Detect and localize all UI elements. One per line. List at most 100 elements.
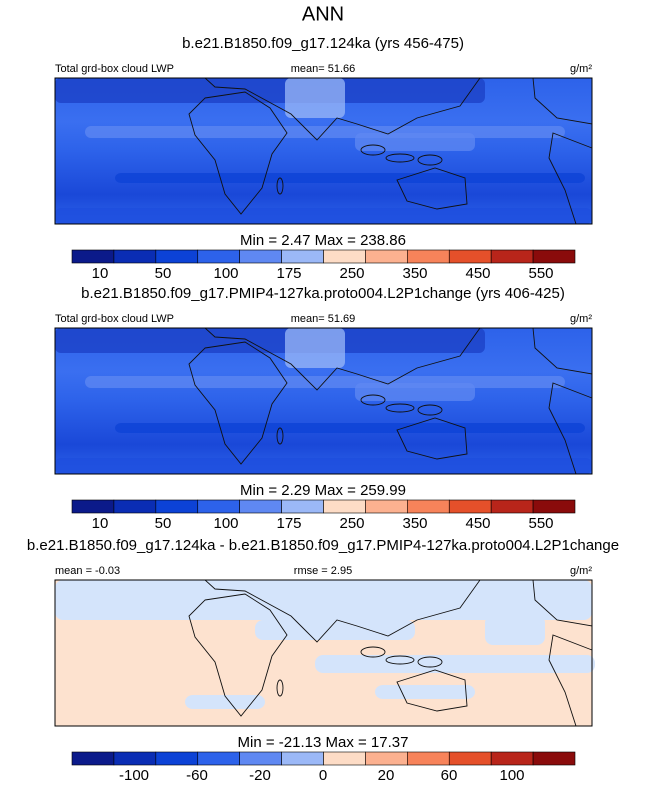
map-field bbox=[55, 208, 592, 224]
colorbar-box bbox=[113, 249, 157, 264]
colorbar-box bbox=[281, 499, 324, 514]
colorbar-box bbox=[407, 499, 450, 514]
panel-subtitle: b.e21.B1850.f09_g17.124ka (yrs 456-475) bbox=[182, 35, 464, 52]
title: ANN bbox=[302, 3, 344, 25]
colorbar-box bbox=[281, 751, 324, 766]
panel-left-label: Total grd-box cloud LWP bbox=[55, 63, 174, 75]
colorbar-label: 100 bbox=[213, 265, 238, 282]
colorbar-box bbox=[197, 249, 240, 264]
panel-units: g/m² bbox=[570, 63, 592, 75]
colorbar-box bbox=[323, 249, 366, 264]
panel-left-label: Total grd-box cloud LWP bbox=[55, 313, 174, 325]
map-field bbox=[85, 376, 565, 388]
panel-units: g/m² bbox=[570, 565, 592, 577]
map-field bbox=[85, 126, 565, 138]
colorbar-label: 450 bbox=[465, 515, 490, 532]
colorbar-box bbox=[448, 249, 492, 264]
panel: b.e21.B1850.f09_g17.124ka - b.e21.B1850.… bbox=[27, 537, 619, 784]
colorbar-box bbox=[71, 499, 115, 514]
map-field bbox=[355, 383, 475, 401]
colorbar-box bbox=[281, 249, 324, 264]
map-field bbox=[55, 328, 485, 353]
colorbar-box bbox=[448, 751, 492, 766]
map-field bbox=[55, 78, 485, 103]
colorbar-box bbox=[365, 499, 408, 514]
map-frame bbox=[54, 327, 593, 475]
colorbar-box bbox=[197, 751, 240, 766]
map-frame bbox=[54, 579, 593, 727]
map-field bbox=[115, 173, 585, 183]
colorbar-label: 175 bbox=[276, 515, 301, 532]
colorbar-label: 350 bbox=[402, 515, 427, 532]
colorbar-box bbox=[239, 499, 282, 514]
colorbar-box bbox=[323, 499, 366, 514]
map bbox=[54, 77, 593, 225]
colorbar-label: 450 bbox=[465, 265, 490, 282]
map-field bbox=[355, 133, 475, 151]
map-field bbox=[55, 458, 592, 474]
panel-stat: mean= 51.69 bbox=[291, 313, 356, 325]
map-field bbox=[315, 655, 595, 673]
colorbar-box bbox=[532, 499, 576, 514]
colorbar-box bbox=[197, 499, 240, 514]
colorbar-label: 10 bbox=[92, 515, 109, 532]
colorbar-label: 100 bbox=[213, 515, 238, 532]
map-frame bbox=[54, 77, 593, 225]
colorbar-label: 20 bbox=[378, 767, 395, 784]
colorbar-box bbox=[407, 249, 450, 264]
panel: b.e21.B1850.f09_g17.PMIP4-127ka.proto004… bbox=[54, 285, 593, 532]
colorbar-box bbox=[490, 249, 534, 264]
colorbar-box bbox=[365, 751, 408, 766]
panel: b.e21.B1850.f09_g17.124ka (yrs 456-475) T… bbox=[54, 35, 593, 282]
panel-subtitle: b.e21.B1850.f09_g17.PMIP4-127ka.proto004… bbox=[81, 285, 565, 302]
panel-stat: rmse = 2.95 bbox=[294, 565, 352, 577]
colorbar-label: 0 bbox=[319, 767, 327, 784]
colorbar-box bbox=[448, 499, 492, 514]
colorbar-label: -20 bbox=[249, 767, 271, 784]
colorbar-box bbox=[239, 249, 282, 264]
colorbar-label: 550 bbox=[528, 515, 553, 532]
colorbar-box bbox=[113, 499, 157, 514]
colorbar-box bbox=[155, 751, 199, 766]
colorbar-box bbox=[71, 249, 115, 264]
colorbar-label: 175 bbox=[276, 265, 301, 282]
panel-units: g/m² bbox=[570, 313, 592, 325]
colorbar-label: -100 bbox=[119, 767, 149, 784]
colorbar-box bbox=[365, 249, 408, 264]
panel-left-label: mean = -0.03 bbox=[55, 565, 120, 577]
colorbar-label: 250 bbox=[339, 265, 364, 282]
colorbar-box bbox=[323, 751, 366, 766]
panel-stat: mean= 51.66 bbox=[291, 63, 356, 75]
colorbar-label: -60 bbox=[186, 767, 208, 784]
colorbar-label: 60 bbox=[441, 767, 458, 784]
colorbar-label: 350 bbox=[402, 265, 427, 282]
colorbar-label: 100 bbox=[499, 767, 524, 784]
map-field bbox=[185, 695, 265, 709]
min-max: Min = -21.13 Max = 17.37 bbox=[238, 734, 409, 751]
map-field bbox=[255, 620, 415, 640]
colorbar-box bbox=[71, 751, 115, 766]
colorbar-label: 250 bbox=[339, 515, 364, 532]
colorbar-box bbox=[532, 751, 576, 766]
colorbar-box bbox=[532, 249, 576, 264]
colorbar-label: 50 bbox=[155, 515, 172, 532]
map-field bbox=[55, 580, 592, 620]
colorbar-box bbox=[155, 249, 199, 264]
colorbar-box bbox=[490, 499, 534, 514]
map-field bbox=[485, 615, 545, 645]
colorbar-box bbox=[113, 751, 157, 766]
colorbar-box bbox=[407, 751, 450, 766]
min-max: Min = 2.47 Max = 238.86 bbox=[240, 232, 406, 249]
min-max: Min = 2.29 Max = 259.99 bbox=[240, 482, 406, 499]
colorbar-label: 50 bbox=[155, 265, 172, 282]
map-field bbox=[285, 328, 345, 368]
colorbar-box bbox=[490, 751, 534, 766]
map-field bbox=[375, 685, 475, 699]
panel-subtitle: b.e21.B1850.f09_g17.124ka - b.e21.B1850.… bbox=[27, 537, 619, 554]
colorbar-label: 550 bbox=[528, 265, 553, 282]
map-field bbox=[285, 78, 345, 118]
colorbar-box bbox=[155, 499, 199, 514]
colorbar-label: 10 bbox=[92, 265, 109, 282]
colorbar-box bbox=[239, 751, 282, 766]
